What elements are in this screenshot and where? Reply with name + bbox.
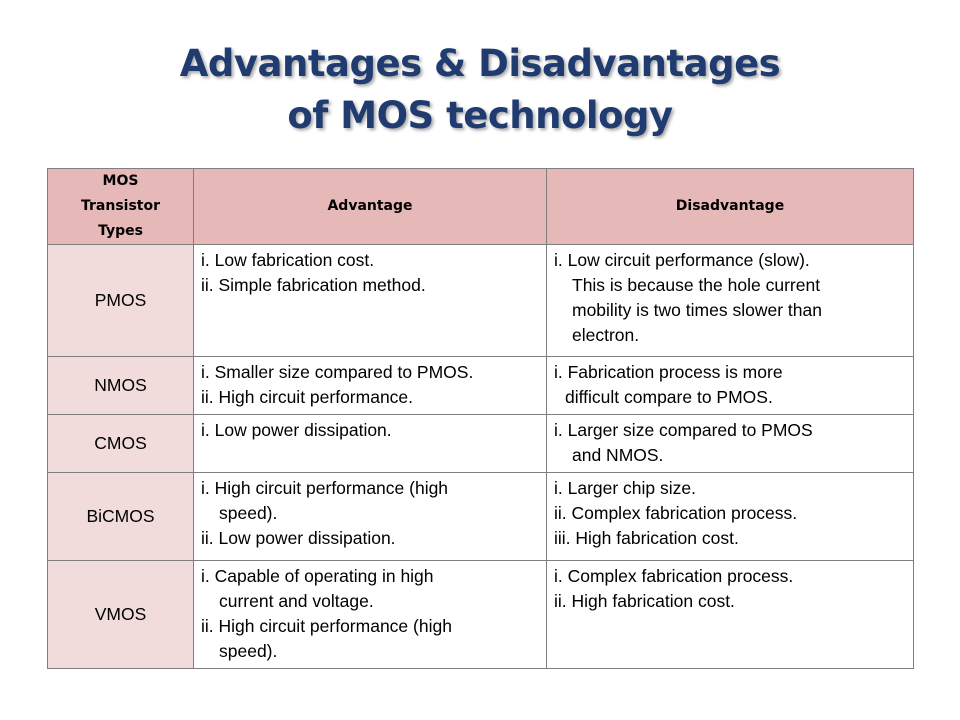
advantage-item: i. High circuit performance (high (201, 478, 449, 498)
advantage-cell: i. High circuit performance (high speed)… (193, 472, 547, 561)
advantage-item: i. Low fabrication cost. (201, 250, 375, 270)
disadvantage-item: This is because the hole current (572, 275, 821, 295)
disadvantage-cell: i. Fabrication process is more difficult… (546, 356, 914, 415)
header-type-line: Transistor (80, 198, 160, 214)
disadvantage-item: i. Low circuit performance (slow). (554, 250, 810, 270)
title-line-2: of MOS technology (287, 94, 673, 137)
disadvantage-item: ii. High fabrication cost. (554, 591, 735, 611)
advantage-item: i. Smaller size compared to PMOS. (201, 362, 474, 382)
slide-title: Advantages & Disadvantages of MOS techno… (0, 38, 960, 142)
advantage-item: ii. Low power dissipation. (201, 528, 396, 548)
title-line-1: Advantages & Disadvantages (179, 42, 781, 85)
table-row: BiCMOS i. High circuit performance (high… (47, 472, 914, 561)
advantage-cell: i. Smaller size compared to PMOS. ii. Hi… (193, 356, 547, 415)
disadvantage-item: and NMOS. (572, 445, 664, 465)
advantage-item: ii. High circuit performance (high (201, 616, 452, 636)
advantage-item: ii. High circuit performance. (201, 387, 414, 407)
advantage-item: speed). (219, 641, 278, 661)
table-row: NMOS i. Smaller size compared to PMOS. i… (47, 356, 914, 415)
disadvantage-item: mobility is two times slower than (572, 300, 822, 320)
type-cell: PMOS (47, 244, 194, 357)
type-cell: CMOS (47, 414, 194, 473)
advantage-item: i. Low power dissipation. (201, 420, 392, 440)
advantage-item: current and voltage. (219, 591, 374, 611)
header-type-line: Types (98, 223, 143, 239)
type-cell: VMOS (47, 560, 194, 669)
disadvantage-item: ii. Complex fabrication process. (554, 503, 798, 523)
advantage-item: speed). (219, 503, 278, 523)
disadvantage-cell: i. Larger chip size. ii. Complex fabrica… (546, 472, 914, 561)
table-row: CMOS i. Low power dissipation. i. Larger… (47, 414, 914, 473)
mos-comparison-table: MOS Transistor Types Advantage Disadvant… (47, 168, 914, 669)
disadvantage-item: difficult compare to PMOS. (565, 387, 773, 407)
type-cell: NMOS (47, 356, 194, 415)
advantage-cell: i. Capable of operating in high current … (193, 560, 547, 669)
table-row: PMOS i. Low fabrication cost. ii. Simple… (47, 244, 914, 357)
advantage-item: i. Capable of operating in high (201, 566, 434, 586)
disadvantage-item: i. Larger size compared to PMOS (554, 420, 813, 440)
disadvantage-cell: i. Low circuit performance (slow). This … (546, 244, 914, 357)
disadvantage-cell: i. Complex fabrication process. ii. High… (546, 560, 914, 669)
disadvantage-item: i. Complex fabrication process. (554, 566, 794, 586)
disadvantage-cell: i. Larger size compared to PMOS and NMOS… (546, 414, 914, 473)
disadvantage-item: i. Fabrication process is more (554, 362, 783, 382)
table-row: VMOS i. Capable of operating in high cur… (47, 560, 914, 669)
header-row: MOS Transistor Types Advantage Disadvant… (47, 168, 914, 245)
disadvantage-item: i. Larger chip size. (554, 478, 697, 498)
header-type-line: MOS (102, 173, 139, 189)
header-type: MOS Transistor Types (47, 168, 194, 245)
advantage-item: ii. Simple fabrication method. (201, 275, 426, 295)
header-disadvantage: Disadvantage (546, 168, 914, 245)
advantage-cell: i. Low fabrication cost. ii. Simple fabr… (193, 244, 547, 357)
disadvantage-item: iii. High fabrication cost. (554, 528, 739, 548)
header-advantage: Advantage (193, 168, 547, 245)
type-cell: BiCMOS (47, 472, 194, 561)
disadvantage-item: electron. (572, 325, 640, 345)
advantage-cell: i. Low power dissipation. (193, 414, 547, 473)
